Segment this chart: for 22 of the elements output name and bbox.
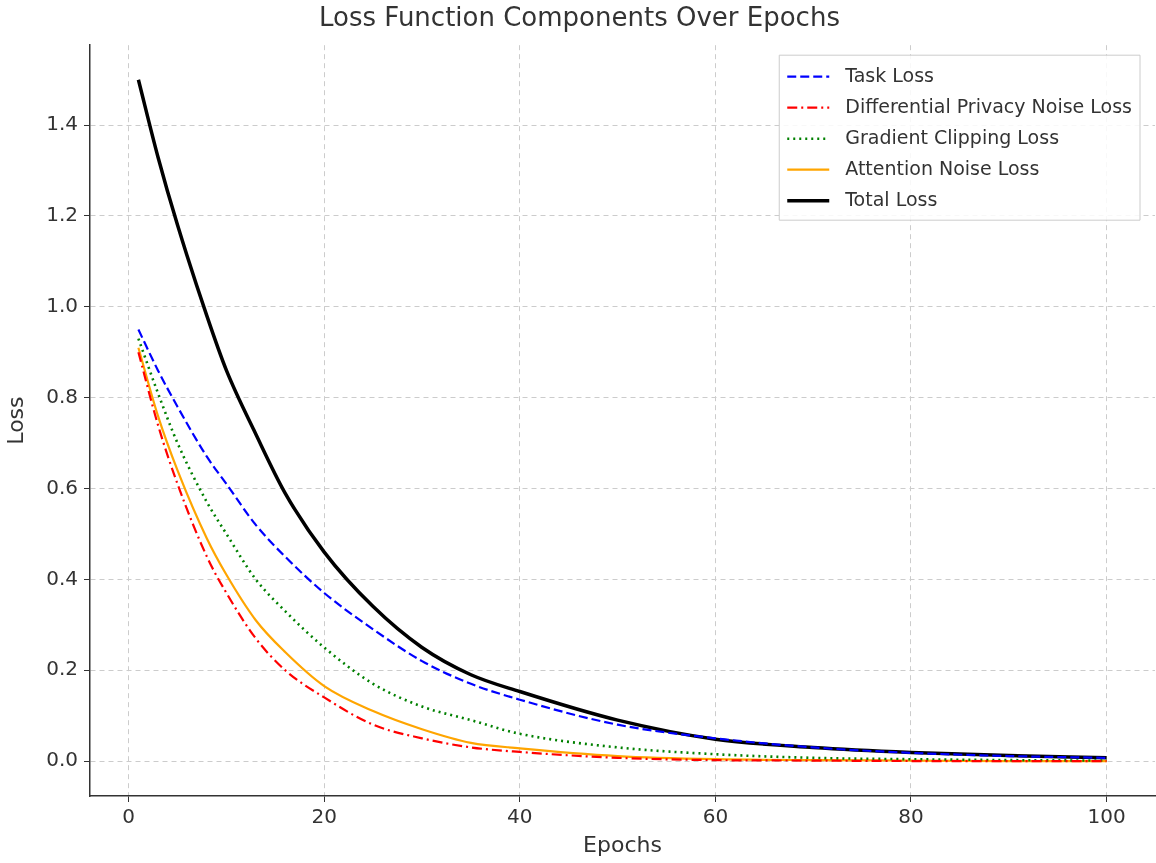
x-tick-label: 40: [507, 804, 533, 829]
legend-label: Total Loss: [844, 187, 938, 210]
y-axis-title: Loss: [2, 396, 28, 445]
y-tick-label: 0.6: [46, 474, 78, 499]
x-tick-label: 80: [898, 804, 924, 829]
legend-label: Attention Noise Loss: [845, 156, 1040, 179]
legend-label: Gradient Clipping Loss: [845, 125, 1060, 148]
y-tick-label: 0.4: [46, 565, 78, 590]
x-axis-title: Epochs: [583, 831, 662, 857]
x-tick-label: 60: [702, 804, 729, 829]
x-tick-label: 100: [1087, 804, 1126, 829]
y-tick-label: 0.8: [46, 383, 78, 408]
y-tick-label: 0.2: [46, 656, 78, 681]
chart-title: Loss Function Components Over Epochs: [319, 2, 840, 33]
y-tick-label: 0.0: [46, 747, 78, 772]
legend-label: Task Loss: [844, 63, 934, 86]
x-tick-label: 20: [311, 804, 337, 829]
x-tick-label: 0: [122, 804, 135, 829]
legend-label: Differential Privacy Noise Loss: [845, 94, 1133, 117]
y-tick-label: 1.2: [46, 202, 78, 227]
y-tick-label: 1.4: [46, 111, 78, 136]
y-tick-label: 1.0: [46, 293, 78, 318]
